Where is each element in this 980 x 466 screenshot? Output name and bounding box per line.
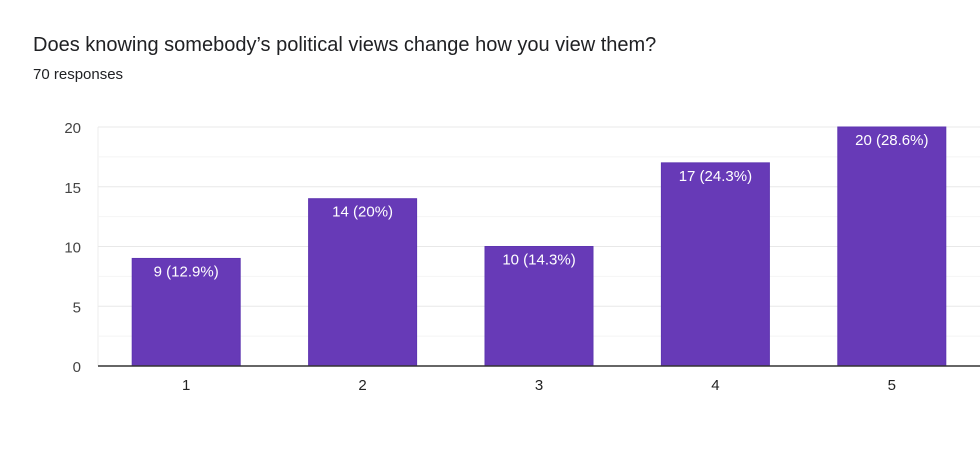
x-tick-label: 1 [182, 377, 190, 394]
bar-5 [837, 126, 947, 367]
bar-2 [308, 198, 418, 367]
y-tick-label: 0 [73, 359, 81, 376]
x-tick-label: 5 [888, 377, 896, 394]
y-tick-label: 10 [64, 240, 81, 257]
bar-3 [484, 246, 594, 367]
data-label: 9 (12.9%) [154, 263, 219, 280]
data-label: 14 (20%) [332, 204, 393, 221]
chart-title: Does knowing somebody’s political views … [33, 34, 657, 56]
x-tick-label: 3 [535, 377, 543, 394]
data-label: 10 (14.3%) [502, 252, 575, 269]
data-label: 20 (28.6%) [855, 132, 928, 149]
data-label: 17 (24.3%) [679, 168, 752, 185]
response-count: 70 responses [33, 66, 124, 83]
x-tick-label: 4 [711, 377, 719, 394]
y-tick-label: 20 [64, 120, 81, 137]
bar-4 [660, 162, 770, 367]
bar-1 [131, 257, 241, 367]
y-tick-label: 15 [64, 180, 81, 197]
x-tick-label: 2 [358, 377, 366, 394]
y-tick-label: 5 [73, 299, 81, 316]
